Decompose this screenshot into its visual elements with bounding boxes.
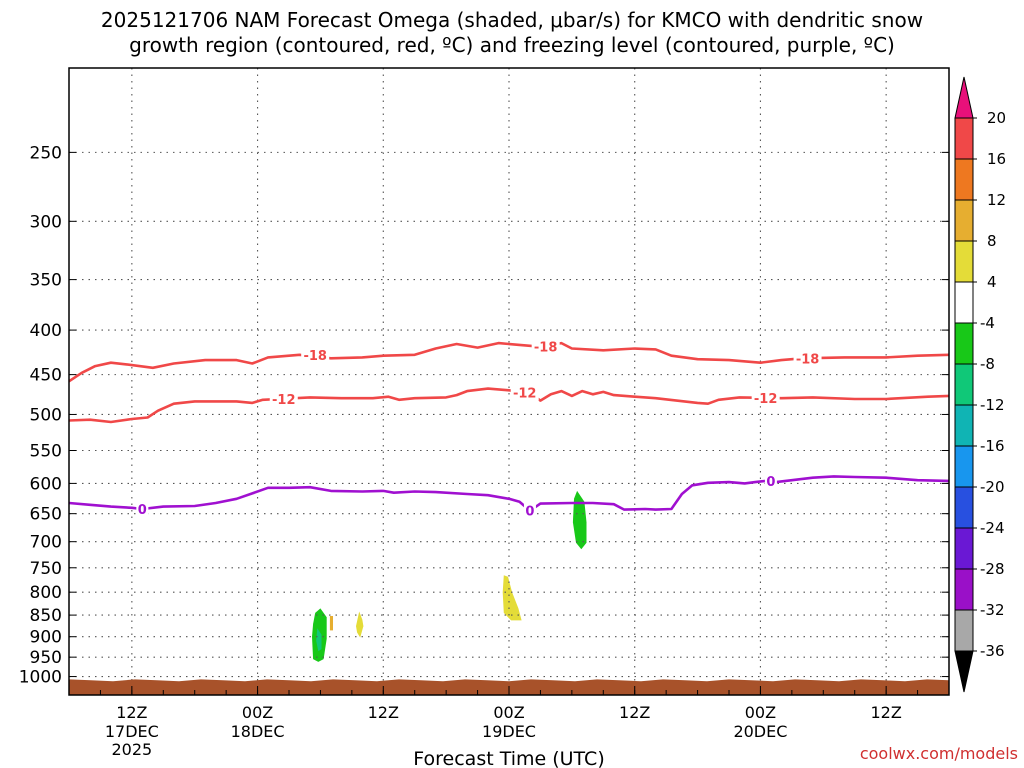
colorbar-swatch [954, 527, 974, 570]
contour-label: 0 [138, 503, 147, 518]
colorbar-label: -36 [980, 642, 1005, 660]
x-tick-label: 00Z [745, 703, 776, 722]
contour-label-background [523, 502, 536, 519]
x-tick-date-label: 18DEC [231, 722, 285, 741]
colorbar-swatch [954, 609, 974, 652]
omega-shaded-region [572, 490, 587, 550]
credit-text: coolwx.com/models [859, 744, 1018, 763]
y-tick-label: 300 [30, 212, 62, 232]
x-tick-label: 00Z [242, 703, 273, 722]
colorbar-label: 12 [987, 191, 1006, 209]
colorbar-swatch [954, 445, 974, 488]
y-tick-label: 700 [30, 533, 62, 553]
x-tick-date-label: 20DEC [733, 722, 787, 741]
y-tick-label: 450 [30, 366, 62, 386]
x-tick-label: 12Z [368, 703, 399, 722]
colorbar-swatch [954, 281, 974, 324]
colorbar: 20 16 12 8 4 -4 -8 -12 -16 -20 -24 -28 -32 -36 [954, 76, 1006, 693]
x-tick-label: 00Z [493, 703, 524, 722]
contour-label: 0 [525, 505, 534, 520]
contour-label-background [136, 500, 149, 517]
y-tick-label: 1000 [19, 668, 62, 688]
x-tick-label: 12Z [870, 703, 901, 722]
omega-shaded-region [316, 628, 322, 652]
y-tick-label: 650 [30, 505, 62, 525]
colorbar-swatch [954, 199, 974, 242]
chart-title-line-1: 2025121706 NAM Forecast Omega (shaded, μ… [100, 8, 924, 32]
contour-label-background [793, 350, 822, 367]
contour-line [69, 341, 949, 383]
colorbar-swatch [954, 240, 974, 283]
colorbar-label: -24 [980, 519, 1005, 537]
contour-line [69, 475, 949, 512]
contour-label-background [531, 338, 560, 355]
colorbar-swatch [954, 568, 974, 611]
colorbar-label: 8 [987, 232, 997, 250]
y-tick-label: 900 [30, 628, 62, 648]
y-axis: 2503003504004505005506006507007508008509… [19, 143, 949, 688]
contour-label-background [510, 384, 539, 401]
x-tick-label: 12Z [619, 703, 650, 722]
y-tick-label: 400 [30, 321, 62, 341]
contour-label: -12 [272, 393, 296, 408]
colorbar-label: -20 [980, 478, 1005, 496]
y-tick-label: 500 [30, 405, 62, 425]
chart-title: 2025121706 NAM Forecast Omega (shaded, μ… [0, 8, 1024, 58]
contour-label: -18 [534, 341, 558, 356]
y-tick-label: 600 [30, 474, 62, 494]
x-tick-year-label: 2025 [111, 740, 152, 759]
colorbar-label: -4 [980, 314, 995, 332]
colorbar-label: 4 [987, 273, 997, 291]
chart-title-line-2: growth region (contoured, red, ºC) and f… [129, 33, 895, 57]
colorbar-swatch [954, 158, 974, 201]
contour-label-background [764, 472, 777, 489]
colorbar-bottom-arrow [954, 650, 974, 693]
omega-shaded-region [502, 575, 522, 621]
contour-label: -12 [513, 387, 537, 402]
x-tick-date-label: 19DEC [482, 722, 536, 741]
contour-label-background [269, 391, 298, 408]
colorbar-label: -16 [980, 437, 1005, 455]
colorbar-swatch [954, 322, 974, 365]
contour-label: -12 [754, 392, 778, 407]
y-tick-label: 850 [30, 606, 62, 626]
x-tick-date-label: 17DEC [105, 722, 159, 741]
y-tick-label: 250 [30, 143, 62, 163]
omega-shaded-layer [312, 490, 587, 662]
contour-label-background [301, 346, 330, 363]
colorbar-label: -12 [980, 396, 1005, 414]
contour-layer: -18 -18 -18 -12 -12 -12 0 0 0 [69, 338, 949, 520]
x-axis-label: Forecast Time (UTC) [413, 748, 604, 768]
contour-line [69, 387, 949, 424]
contour-label: 0 [766, 475, 775, 490]
contour-label-background [751, 390, 780, 407]
colorbar-label: 16 [987, 150, 1006, 168]
y-tick-label: 550 [30, 442, 62, 462]
colorbar-swatch [954, 117, 974, 160]
colorbar-swatch [954, 404, 974, 447]
colorbar-swatch [954, 363, 974, 406]
y-tick-label: 950 [30, 648, 62, 668]
colorbar-swatch [954, 486, 974, 529]
y-tick-label: 750 [30, 559, 62, 579]
colorbar-top-arrow [954, 76, 974, 119]
colorbar-label: -28 [980, 560, 1005, 578]
y-tick-label: 350 [30, 271, 62, 291]
x-tick-label: 12Z [116, 703, 147, 722]
grid-lines [69, 68, 949, 695]
y-tick-label: 800 [30, 583, 62, 603]
contour-label: -18 [796, 352, 820, 367]
colorbar-label: -32 [980, 601, 1005, 619]
omega-shaded-region [356, 611, 364, 638]
colorbar-label: -8 [980, 355, 995, 373]
colorbar-label: 20 [987, 109, 1006, 127]
omega-shaded-region [329, 616, 333, 631]
contour-label: -18 [303, 349, 327, 364]
